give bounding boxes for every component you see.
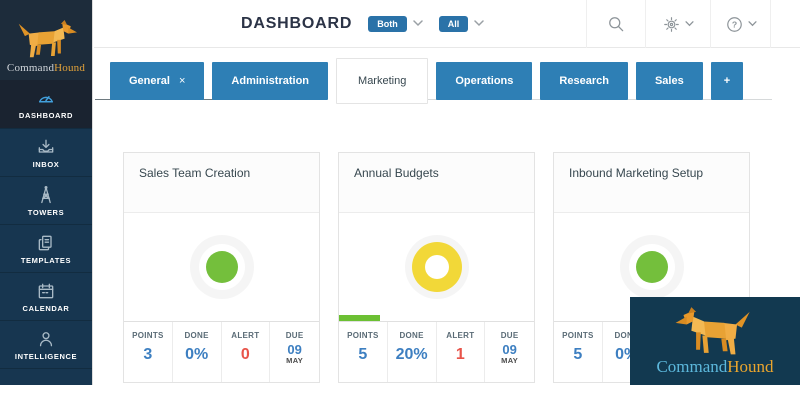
tab-research[interactable]: Research <box>540 62 628 100</box>
card-status-area <box>339 213 534 321</box>
status-indicator-green <box>619 235 684 299</box>
help-icon: ? <box>726 16 742 32</box>
sidebar-item-intelligence[interactable]: INTELLIGENCE <box>0 320 92 368</box>
chevron-down-icon[interactable] <box>474 20 484 27</box>
chevron-down-icon[interactable] <box>412 20 423 27</box>
search-button[interactable] <box>586 0 645 48</box>
card-stats: POINTS 3 DONE 0% ALERT 0 DUE 09 MAY <box>124 321 319 382</box>
stat-due: DUE 09 MAY <box>285 331 304 365</box>
stat-due: DUE 09 MAY <box>500 331 519 365</box>
header-spacer <box>770 0 800 48</box>
stat-done: DONE 20% <box>388 322 437 382</box>
tab-marketing[interactable]: Marketing <box>336 58 429 104</box>
inbox-icon <box>38 139 54 153</box>
chevron-down-icon <box>747 21 757 27</box>
close-icon[interactable]: × <box>178 75 186 87</box>
filter-dropdown-pill[interactable]: All <box>438 15 469 32</box>
gauge-icon <box>39 96 53 103</box>
chevron-down-icon <box>685 21 694 27</box>
sidebar: CommandHound DASHBOARD INBOX TOWERS <box>0 0 93 385</box>
sidebar-item-label: DASHBOARD <box>18 111 74 120</box>
commandhound-watermark: CommandHound <box>630 297 800 385</box>
sidebar-item-towers[interactable]: TOWERS <box>0 176 92 224</box>
sidebar-item-inbox[interactable]: INBOX <box>0 128 92 176</box>
help-menu-button[interactable]: ? <box>710 0 770 48</box>
header-actions: ? <box>586 0 800 48</box>
origami-dog-icon <box>18 20 77 58</box>
card-title: Sales Team Creation <box>139 166 251 180</box>
checklist-card-inbound-marketing-setup: Inbound Marketing Setup POINTS 5 DONE 0%… <box>553 152 750 383</box>
card-status-area <box>124 213 319 321</box>
status-indicator-yellow <box>404 235 469 299</box>
origami-dog-icon <box>675 307 750 355</box>
settings-menu-button[interactable] <box>645 0 710 48</box>
card-title: Annual Budgets <box>354 166 439 180</box>
indicator-ring <box>628 244 675 290</box>
search-icon <box>609 17 624 32</box>
dashboard-tabs: General × Administration Marketing Operat… <box>110 58 744 104</box>
stat-points: POINTS 5 <box>554 322 603 382</box>
sidebar-item-label: INBOX <box>32 159 60 169</box>
stat-alert: ALERT 0 <box>222 322 271 382</box>
sidebar-item-label: INTELLIGENCE <box>14 351 78 361</box>
tabstrip-baseline <box>95 99 320 100</box>
stat-points: POINTS 3 <box>124 322 173 382</box>
sidebar-item-label: TEMPLATES <box>20 255 72 265</box>
card-title: Inbound Marketing Setup <box>569 166 704 180</box>
sidebar-item-templates[interactable]: TEMPLATES <box>0 224 92 272</box>
tab-sales[interactable]: Sales <box>635 62 703 100</box>
tower-icon <box>41 185 51 203</box>
card-header: Annual Budgets <box>339 153 534 213</box>
indicator-dot <box>635 251 668 283</box>
add-tab-button[interactable]: + <box>710 62 744 100</box>
indicator-ring <box>198 244 245 290</box>
sidebar-item-label: TOWERS <box>27 207 65 217</box>
page-title: DASHBOARD <box>241 14 353 32</box>
person-icon <box>39 331 53 346</box>
documents-icon <box>38 235 52 250</box>
progress-bar <box>339 315 380 321</box>
logo-wordmark: CommandHound <box>6 62 86 74</box>
stat-alert: ALERT 1 <box>437 322 486 382</box>
checklist-card-annual-budgets: Annual Budgets POINTS 5 DONE 20% ALERT 1 <box>338 152 535 383</box>
app-logo: CommandHound <box>0 0 92 80</box>
indicator-dot <box>205 251 238 283</box>
scope-dropdown-pill[interactable]: Both <box>368 15 407 32</box>
indicator-ring <box>411 242 462 292</box>
sidebar-item-partial <box>0 368 92 385</box>
status-indicator-green <box>189 235 254 299</box>
tab-general[interactable]: General × <box>110 62 205 100</box>
tab-administration[interactable]: Administration <box>212 62 329 100</box>
indicator-hole <box>424 255 449 279</box>
stat-done: DONE 0% <box>173 322 222 382</box>
card-stats: POINTS 5 DONE 20% ALERT 1 DUE 09 MAY <box>339 321 534 382</box>
sidebar-item-label: CALENDAR <box>22 303 70 313</box>
card-header: Sales Team Creation <box>124 153 319 213</box>
svg-text:?: ? <box>731 19 736 29</box>
tab-operations[interactable]: Operations <box>436 62 533 100</box>
gear-icon <box>664 16 679 32</box>
checklist-card-sales-team-creation: Sales Team Creation POINTS 3 DONE 0% ALE… <box>123 152 320 383</box>
sidebar-item-dashboard[interactable]: DASHBOARD <box>0 80 92 128</box>
stat-points: POINTS 5 <box>339 322 388 382</box>
card-header: Inbound Marketing Setup <box>554 153 749 213</box>
watermark-wordmark: CommandHound <box>656 357 774 376</box>
sidebar-item-calendar[interactable]: CALENDAR <box>0 272 92 320</box>
calendar-icon <box>38 283 54 298</box>
top-header: DASHBOARD Both All ? <box>94 0 800 48</box>
